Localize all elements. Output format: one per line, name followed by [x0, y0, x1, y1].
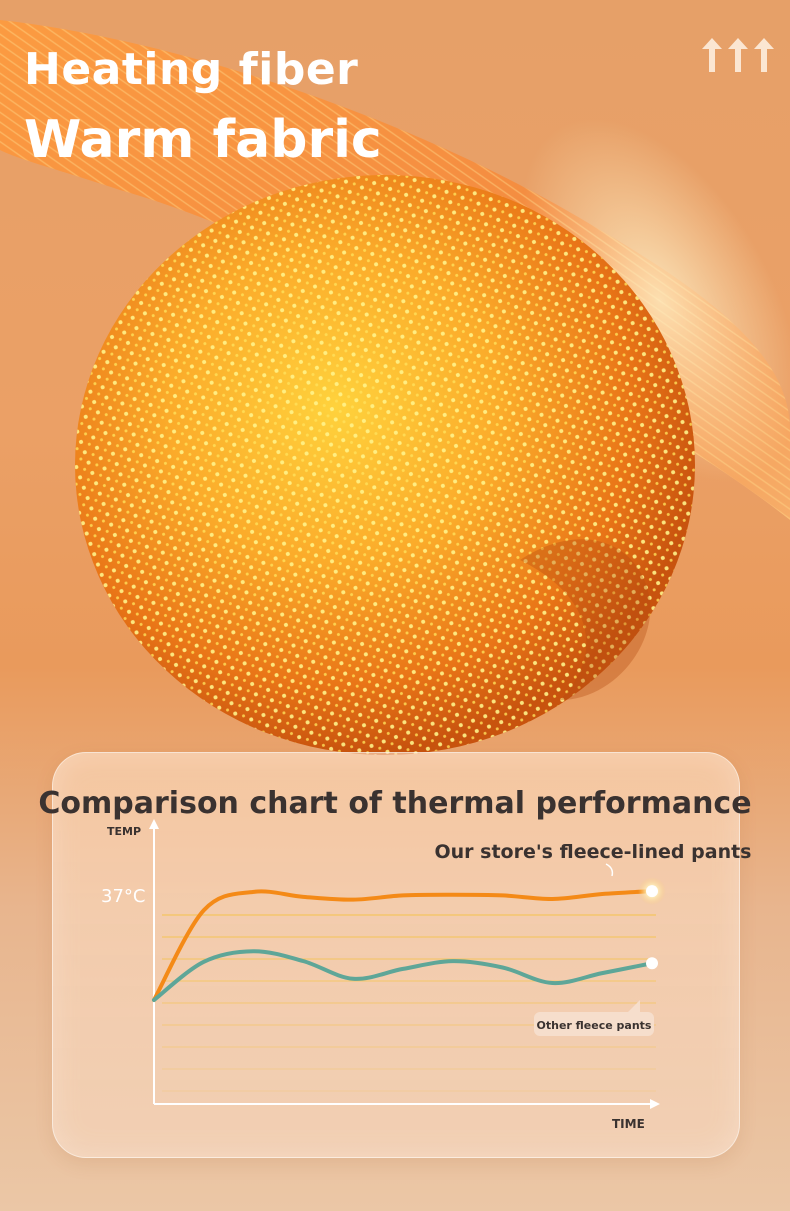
fiber-bundle-illustration [0, 20, 790, 755]
headline-heating-fiber: Heating fiber [24, 44, 359, 95]
chart-title: Comparison chart of thermal performance [38, 786, 752, 821]
headline-warm-fabric: Warm fabric [24, 110, 382, 170]
triple-up-arrow-icon [702, 38, 774, 72]
